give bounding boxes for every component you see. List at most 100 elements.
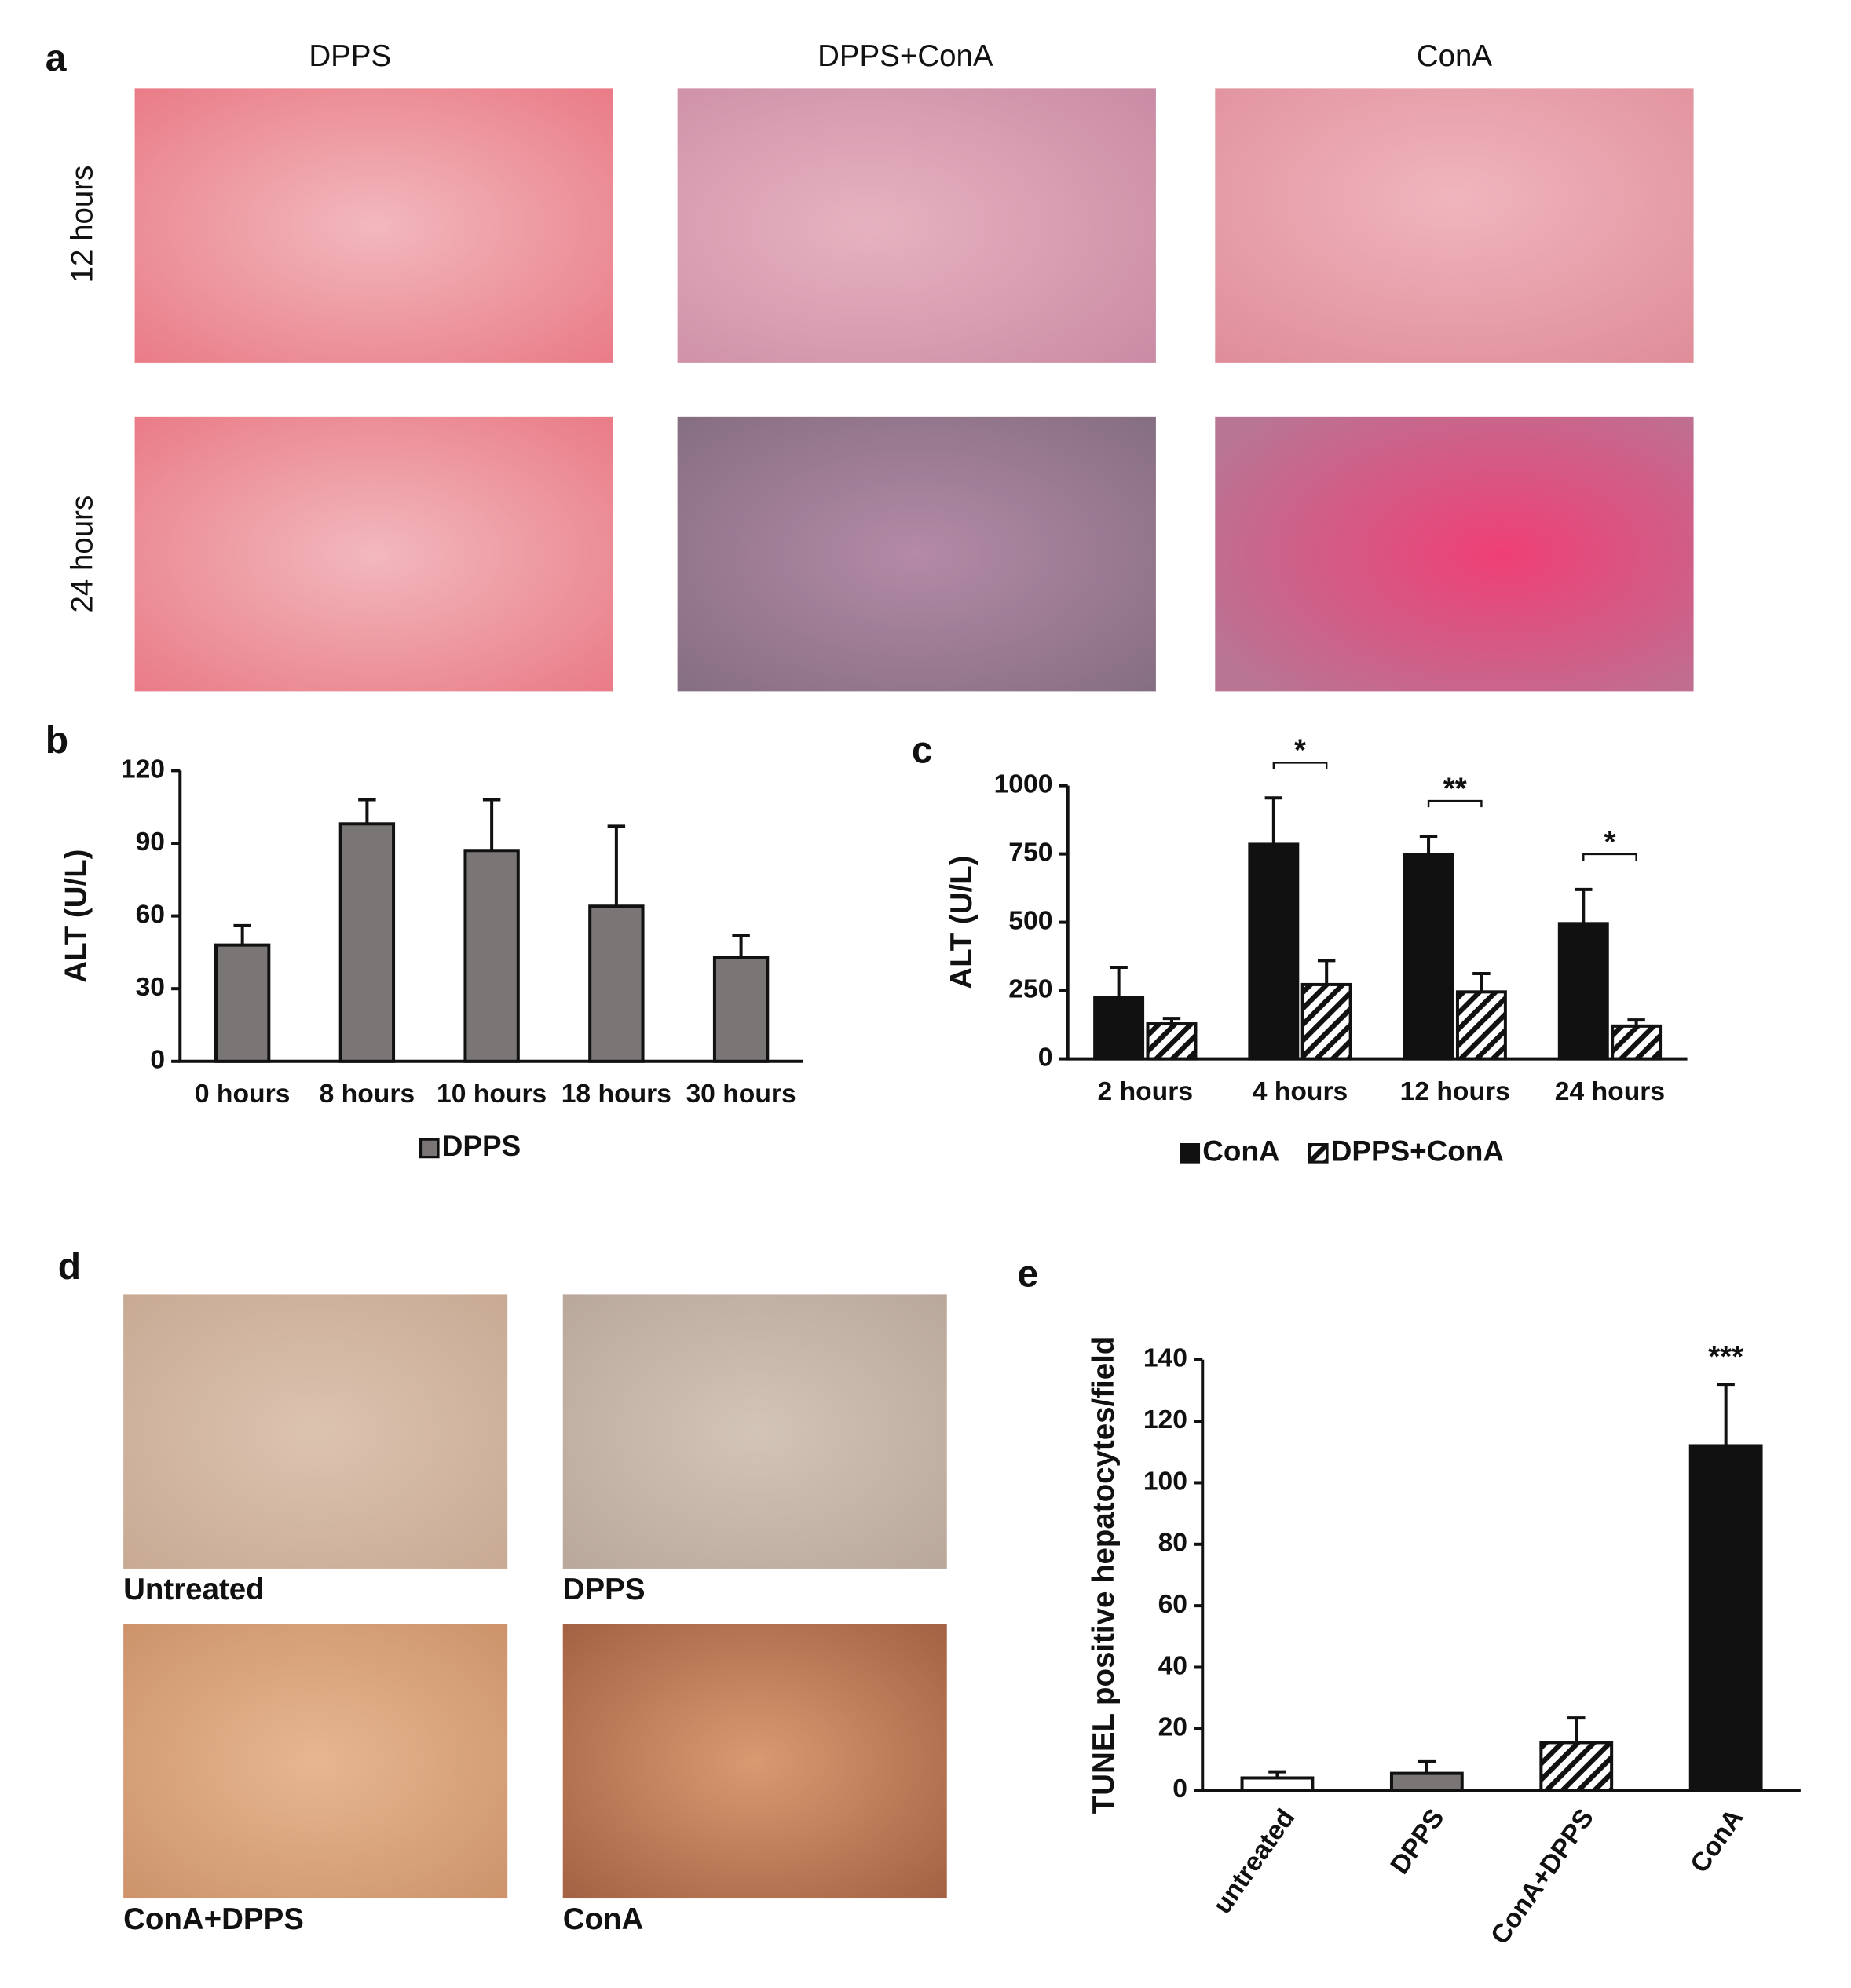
panel-label: b xyxy=(46,719,68,762)
significance-label: * xyxy=(1604,825,1615,859)
error-bar xyxy=(1575,887,1593,924)
micrograph xyxy=(1215,88,1694,363)
y-axis-label: ALT (U/L) xyxy=(60,849,93,982)
x-tick-label: ConA xyxy=(1685,1803,1750,1878)
error-bar xyxy=(1419,835,1438,855)
micrograph xyxy=(123,1294,508,1569)
bar xyxy=(214,943,271,1063)
legend-label: ConA xyxy=(1202,1135,1279,1168)
caption: ConA+DPPS xyxy=(123,1902,304,1936)
error-bar xyxy=(1418,1759,1436,1774)
panel-label: e xyxy=(1018,1253,1039,1295)
y-tick-label: 500 xyxy=(1008,906,1052,935)
x-tick-label: 4 hours xyxy=(1253,1077,1348,1106)
panel-label: c xyxy=(912,729,933,772)
x-tick-label: ConA+DPPS xyxy=(1486,1803,1600,1950)
y-tick-label: 0 xyxy=(1038,1043,1053,1072)
legend-label: DPPS+ConA xyxy=(1331,1135,1504,1168)
bar xyxy=(1539,1741,1614,1792)
caption: Untreated xyxy=(123,1573,265,1606)
micrograph xyxy=(677,88,1156,363)
bar xyxy=(1300,982,1352,1061)
y-axis-label: ALT (U/L) xyxy=(945,856,979,989)
bar xyxy=(588,904,645,1063)
error-bar xyxy=(1264,796,1283,845)
micrograph xyxy=(562,1294,947,1569)
bar xyxy=(1389,1771,1464,1792)
micrograph xyxy=(562,1624,947,1899)
error-bar xyxy=(1110,966,1128,998)
legend-swatch xyxy=(1180,1143,1201,1164)
error-bar xyxy=(358,798,376,824)
significance-bracket xyxy=(1427,799,1483,808)
bar xyxy=(1403,853,1454,1061)
x-tick-label: 24 hours xyxy=(1555,1077,1665,1106)
column-label: DPPS+ConA xyxy=(818,39,993,73)
x-tick-label: 12 hours xyxy=(1400,1077,1510,1106)
significance-bracket xyxy=(1582,853,1637,861)
micrograph xyxy=(677,416,1156,692)
y-tick-label: 750 xyxy=(1008,839,1052,868)
x-tick-label: untreated xyxy=(1208,1803,1300,1919)
bar xyxy=(1146,1022,1198,1061)
caption: DPPS xyxy=(563,1573,646,1606)
error-bar xyxy=(1717,1383,1735,1446)
bar xyxy=(712,956,770,1063)
significance-label: *** xyxy=(1708,1340,1743,1374)
row-label: 12 hours xyxy=(66,166,100,283)
caption: ConA xyxy=(563,1902,644,1936)
y-tick-label: 30 xyxy=(136,973,165,1002)
panel-label: a xyxy=(46,37,68,79)
error-bar xyxy=(607,824,626,907)
legend-swatch xyxy=(1308,1143,1329,1164)
x-tick-label: 0 hours xyxy=(195,1080,291,1109)
y-tick-label: 100 xyxy=(1143,1467,1187,1496)
y-tick-label: 40 xyxy=(1158,1651,1187,1680)
y-tick-label: 1000 xyxy=(994,770,1053,799)
y-tick-label: 120 xyxy=(1143,1405,1187,1434)
error-bar xyxy=(482,798,501,851)
x-tick-label: 10 hours xyxy=(437,1080,547,1109)
micrograph xyxy=(134,88,613,363)
error-bar xyxy=(1162,1017,1181,1025)
error-bar xyxy=(1317,959,1336,985)
error-bar xyxy=(732,934,750,958)
bar xyxy=(1557,922,1609,1061)
bar xyxy=(1688,1444,1763,1792)
column-label: DPPS xyxy=(309,39,391,73)
y-tick-label: 120 xyxy=(121,755,165,784)
bar xyxy=(463,849,520,1063)
legend-swatch xyxy=(419,1138,440,1159)
y-tick-label: 140 xyxy=(1143,1344,1187,1373)
bar xyxy=(1240,1776,1315,1792)
bar xyxy=(1455,990,1507,1061)
y-tick-label: 90 xyxy=(136,828,165,857)
y-tick-label: 0 xyxy=(150,1046,165,1075)
y-tick-label: 20 xyxy=(1158,1713,1187,1742)
error-bar xyxy=(233,923,251,945)
x-tick-label: 2 hours xyxy=(1098,1077,1194,1106)
micrograph xyxy=(134,416,613,692)
x-tick-label: 18 hours xyxy=(562,1080,671,1109)
column-label: ConA xyxy=(1417,39,1493,73)
x-tick-label: DPPS xyxy=(1385,1803,1450,1879)
error-bar xyxy=(1472,972,1491,992)
significance-label: ** xyxy=(1443,772,1467,806)
legend-label: DPPS xyxy=(442,1130,521,1162)
error-bar xyxy=(1268,1770,1286,1778)
error-bar xyxy=(1567,1716,1586,1743)
bar xyxy=(1093,996,1145,1061)
x-tick-label: 8 hours xyxy=(320,1080,415,1109)
bar xyxy=(338,822,396,1063)
bar xyxy=(1611,1024,1663,1061)
micrograph xyxy=(1215,416,1694,692)
y-tick-label: 60 xyxy=(1158,1590,1187,1619)
significance-bracket xyxy=(1272,762,1328,769)
significance-label: * xyxy=(1294,734,1306,768)
micrograph xyxy=(123,1624,508,1899)
y-axis-label: TUNEL positive hepatocytes/field xyxy=(1087,1336,1121,1814)
panel-label: d xyxy=(58,1245,81,1288)
x-tick-label: 30 hours xyxy=(686,1080,796,1109)
error-bar xyxy=(1627,1018,1645,1026)
